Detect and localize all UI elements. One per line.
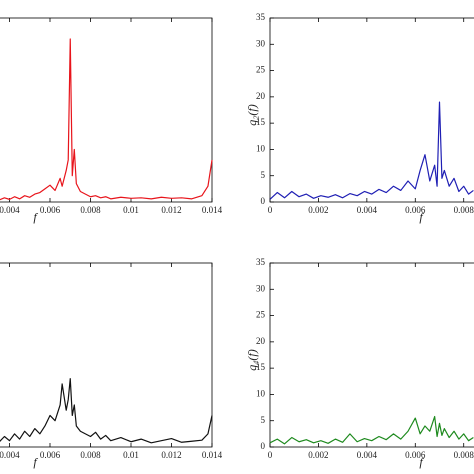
plot-frame — [269, 262, 474, 448]
x-tick-label: 0.012 — [161, 450, 181, 460]
y-axis-label: q₄(f) — [245, 349, 259, 371]
y-tick-label: 10 — [256, 143, 266, 153]
series-line — [269, 101, 474, 200]
y-tick-label: 0 — [261, 196, 266, 206]
y-tick-label: 5 — [261, 170, 266, 180]
y-tick-label: 25 — [256, 310, 266, 320]
y-tick-label: 0 — [261, 441, 266, 451]
x-tick-label: 0.014 — [202, 205, 223, 215]
y-tick-label: 20 — [256, 336, 266, 346]
series-line — [0, 378, 213, 444]
y-tick-label: 25 — [256, 65, 266, 75]
x-tick-label: 0.006 — [40, 205, 61, 215]
x-tick-label: 0.004 — [357, 205, 378, 215]
y-tick-label: 10 — [256, 388, 266, 398]
plot-frame — [269, 17, 474, 203]
y-tick-label: 15 — [256, 362, 266, 372]
y-tick-label: 35 — [256, 257, 266, 267]
x-tick-label: 0.008 — [454, 450, 474, 460]
x-axis-label: f — [419, 455, 424, 469]
series-line — [0, 38, 213, 201]
x-tick-label: 0.006 — [405, 450, 426, 460]
x-tick-label: 0.006 — [405, 205, 426, 215]
x-tick-label: 0 — [268, 205, 273, 215]
y-tick-label: 20 — [256, 91, 266, 101]
x-tick-label: 0.01 — [123, 205, 139, 215]
x-tick-label: 0.006 — [40, 450, 61, 460]
x-tick-label: 0.002 — [308, 205, 328, 215]
x-tick-label: 0.014 — [202, 450, 223, 460]
x-tick-label: 0.01 — [123, 450, 139, 460]
y-tick-label: 30 — [256, 283, 266, 293]
y-tick-label: 35 — [256, 12, 266, 22]
plot-frame — [0, 17, 213, 203]
x-tick-label: 0.004 — [0, 205, 20, 215]
y-tick-label: 5 — [261, 415, 266, 425]
x-tick-label: 0 — [268, 450, 273, 460]
x-axis-label: f — [419, 210, 424, 224]
x-tick-label: 0.008 — [80, 450, 101, 460]
x-tick-label: 0.012 — [161, 205, 181, 215]
y-axis-label: q₂(f) — [245, 104, 259, 126]
y-tick-label: 15 — [256, 117, 266, 127]
series-line — [269, 415, 474, 445]
x-tick-label: 0.002 — [308, 450, 328, 460]
x-tick-label: 0.004 — [357, 450, 378, 460]
x-axis-label: f — [33, 455, 38, 469]
x-axis-label: f — [33, 210, 38, 224]
x-tick-label: 0.008 — [454, 205, 474, 215]
y-tick-label: 30 — [256, 38, 266, 48]
x-tick-label: 0.004 — [0, 450, 20, 460]
x-tick-label: 0.008 — [80, 205, 101, 215]
plot-frame — [0, 262, 213, 448]
